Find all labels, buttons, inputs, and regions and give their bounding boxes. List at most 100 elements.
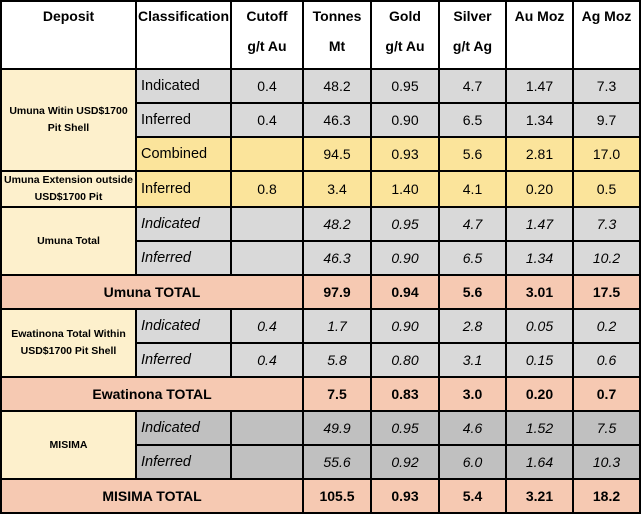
header-gold: Gold g/t Au bbox=[370, 0, 440, 70]
cutoff-cell bbox=[230, 444, 304, 480]
ag-moz-cell: 0.6 bbox=[572, 342, 641, 378]
total-label: Ewatinona TOTAL bbox=[0, 376, 304, 412]
cutoff-cell: 0.4 bbox=[230, 102, 304, 138]
header-classification: Classification bbox=[135, 0, 232, 70]
silver-cell: 2.8 bbox=[438, 308, 507, 344]
classification-cell: Inferred bbox=[135, 240, 232, 276]
ag-moz-cell: 10.2 bbox=[572, 240, 641, 276]
silver-cell: 5.6 bbox=[438, 274, 507, 310]
cutoff-cell bbox=[230, 136, 304, 172]
tonnes-cell: 3.4 bbox=[302, 170, 372, 208]
gold-cell: 0.92 bbox=[370, 444, 440, 480]
table-row: Ewatinona Total Within USD$1700 Pit Shel… bbox=[0, 308, 641, 378]
gold-cell: 0.95 bbox=[370, 410, 440, 446]
tonnes-cell: 46.3 bbox=[302, 102, 372, 138]
gold-cell: 0.95 bbox=[370, 68, 440, 104]
header-au-moz: Au Moz bbox=[505, 0, 574, 70]
deposit-umuna-total: Umuna Total bbox=[0, 206, 137, 276]
tonnes-cell: 46.3 bbox=[302, 240, 372, 276]
classification-cell: Inferred bbox=[135, 342, 232, 378]
au-moz-cell: 2.81 bbox=[505, 136, 574, 172]
total-label: MISIMA TOTAL bbox=[0, 478, 304, 514]
silver-cell: 5.4 bbox=[438, 478, 507, 514]
tonnes-cell: 1.7 bbox=[302, 308, 372, 344]
au-moz-cell: 3.21 bbox=[505, 478, 574, 514]
gold-cell: 1.40 bbox=[370, 170, 440, 208]
cutoff-cell: 0.4 bbox=[230, 342, 304, 378]
table-row: MISIMA Indicated 49.9 0.95 4.6 1.52 7.5 bbox=[0, 410, 641, 480]
classification-cell: Inferred bbox=[135, 170, 232, 208]
silver-cell: 6.5 bbox=[438, 240, 507, 276]
silver-cell: 4.6 bbox=[438, 410, 507, 446]
ag-moz-cell: 9.7 bbox=[572, 102, 641, 138]
ag-moz-cell: 0.2 bbox=[572, 308, 641, 344]
au-moz-cell: 1.47 bbox=[505, 68, 574, 104]
ag-moz-cell: 7.3 bbox=[572, 206, 641, 242]
classification-cell: Combined bbox=[135, 136, 232, 172]
header-ag-moz: Ag Moz bbox=[572, 0, 641, 70]
gold-cell: 0.93 bbox=[370, 478, 440, 514]
gold-cell: 0.95 bbox=[370, 206, 440, 242]
table-row: Inferred 0.4 46.3 0.90 6.5 1.34 9.7 bbox=[1, 102, 641, 138]
header-silver-unit: g/t Ag bbox=[452, 38, 493, 54]
classification-cell: Indicated bbox=[135, 308, 232, 344]
cutoff-cell bbox=[230, 410, 304, 446]
gold-cell: 0.94 bbox=[370, 274, 440, 310]
ag-moz-cell: 7.3 bbox=[572, 68, 641, 104]
au-moz-cell: 1.64 bbox=[505, 444, 574, 480]
header-gold-label: Gold bbox=[389, 8, 421, 24]
au-moz-cell: 1.52 bbox=[505, 410, 574, 446]
silver-cell: 4.1 bbox=[438, 170, 507, 208]
tonnes-cell: 55.6 bbox=[302, 444, 372, 480]
gold-cell: 0.90 bbox=[370, 308, 440, 344]
tonnes-cell: 48.2 bbox=[302, 68, 372, 104]
total-row-ewatinona: Ewatinona TOTAL 7.5 0.83 3.0 0.20 0.7 bbox=[0, 376, 641, 412]
header-cutoff-label: Cutoff bbox=[246, 8, 288, 24]
silver-cell: 3.1 bbox=[438, 342, 507, 378]
deposit-umuna-extension: Umuna Extension outside USD$1700 Pit bbox=[0, 170, 137, 208]
classification-cell: Inferred bbox=[135, 102, 232, 138]
ag-moz-cell: 17.0 bbox=[572, 136, 641, 172]
gold-cell: 0.93 bbox=[370, 136, 440, 172]
table-row: Umuna Extension outside USD$1700 Pit Inf… bbox=[0, 170, 641, 208]
au-moz-cell: 0.05 bbox=[505, 308, 574, 344]
table-row: Inferred 46.3 0.90 6.5 1.34 10.2 bbox=[1, 240, 641, 276]
classification-cell: Indicated bbox=[135, 68, 232, 104]
header-silver: Silver g/t Ag bbox=[438, 0, 507, 70]
ag-moz-cell: 18.2 bbox=[572, 478, 641, 514]
tonnes-cell: 105.5 bbox=[302, 478, 372, 514]
au-moz-cell: 1.47 bbox=[505, 206, 574, 242]
tonnes-cell: 94.5 bbox=[302, 136, 372, 172]
deposit-umuna-pit: Umuna Witin USD$1700 Pit Shell bbox=[0, 68, 137, 172]
classification-cell: Inferred bbox=[135, 444, 232, 480]
tonnes-cell: 49.9 bbox=[302, 410, 372, 446]
silver-cell: 6.0 bbox=[438, 444, 507, 480]
au-moz-cell: 0.20 bbox=[505, 170, 574, 208]
gold-cell: 0.90 bbox=[370, 240, 440, 276]
tonnes-cell: 7.5 bbox=[302, 376, 372, 412]
header-deposit: Deposit bbox=[0, 0, 137, 70]
ag-moz-cell: 0.7 bbox=[572, 376, 641, 412]
header-row: Deposit Classification Cutoff g/t Au Tonn… bbox=[0, 0, 641, 70]
au-moz-cell: 3.01 bbox=[505, 274, 574, 310]
au-moz-cell: 0.20 bbox=[505, 376, 574, 412]
au-moz-cell: 1.34 bbox=[505, 240, 574, 276]
cutoff-cell bbox=[230, 240, 304, 276]
au-moz-cell: 1.34 bbox=[505, 102, 574, 138]
silver-cell: 4.7 bbox=[438, 206, 507, 242]
deposit-misima: MISIMA bbox=[0, 410, 137, 480]
deposit-ewatinona: Ewatinona Total Within USD$1700 Pit Shel… bbox=[0, 308, 137, 378]
header-tonnes-unit: Mt bbox=[328, 38, 346, 54]
gold-cell: 0.83 bbox=[370, 376, 440, 412]
tonnes-cell: 5.8 bbox=[302, 342, 372, 378]
table-row: Umuna Total Indicated 48.2 0.95 4.7 1.47… bbox=[0, 206, 641, 276]
ag-moz-cell: 10.3 bbox=[572, 444, 641, 480]
total-row-umuna: Umuna TOTAL 97.9 0.94 5.6 3.01 17.5 bbox=[0, 274, 641, 310]
ag-moz-cell: 0.5 bbox=[572, 170, 641, 208]
tonnes-cell: 48.2 bbox=[302, 206, 372, 242]
table-row: Inferred 55.6 0.92 6.0 1.64 10.3 bbox=[1, 444, 641, 480]
header-silver-label: Silver bbox=[453, 8, 492, 24]
header-gold-unit: g/t Au bbox=[385, 38, 425, 54]
total-row-misima: MISIMA TOTAL 105.5 0.93 5.4 3.21 18.2 bbox=[0, 478, 641, 514]
